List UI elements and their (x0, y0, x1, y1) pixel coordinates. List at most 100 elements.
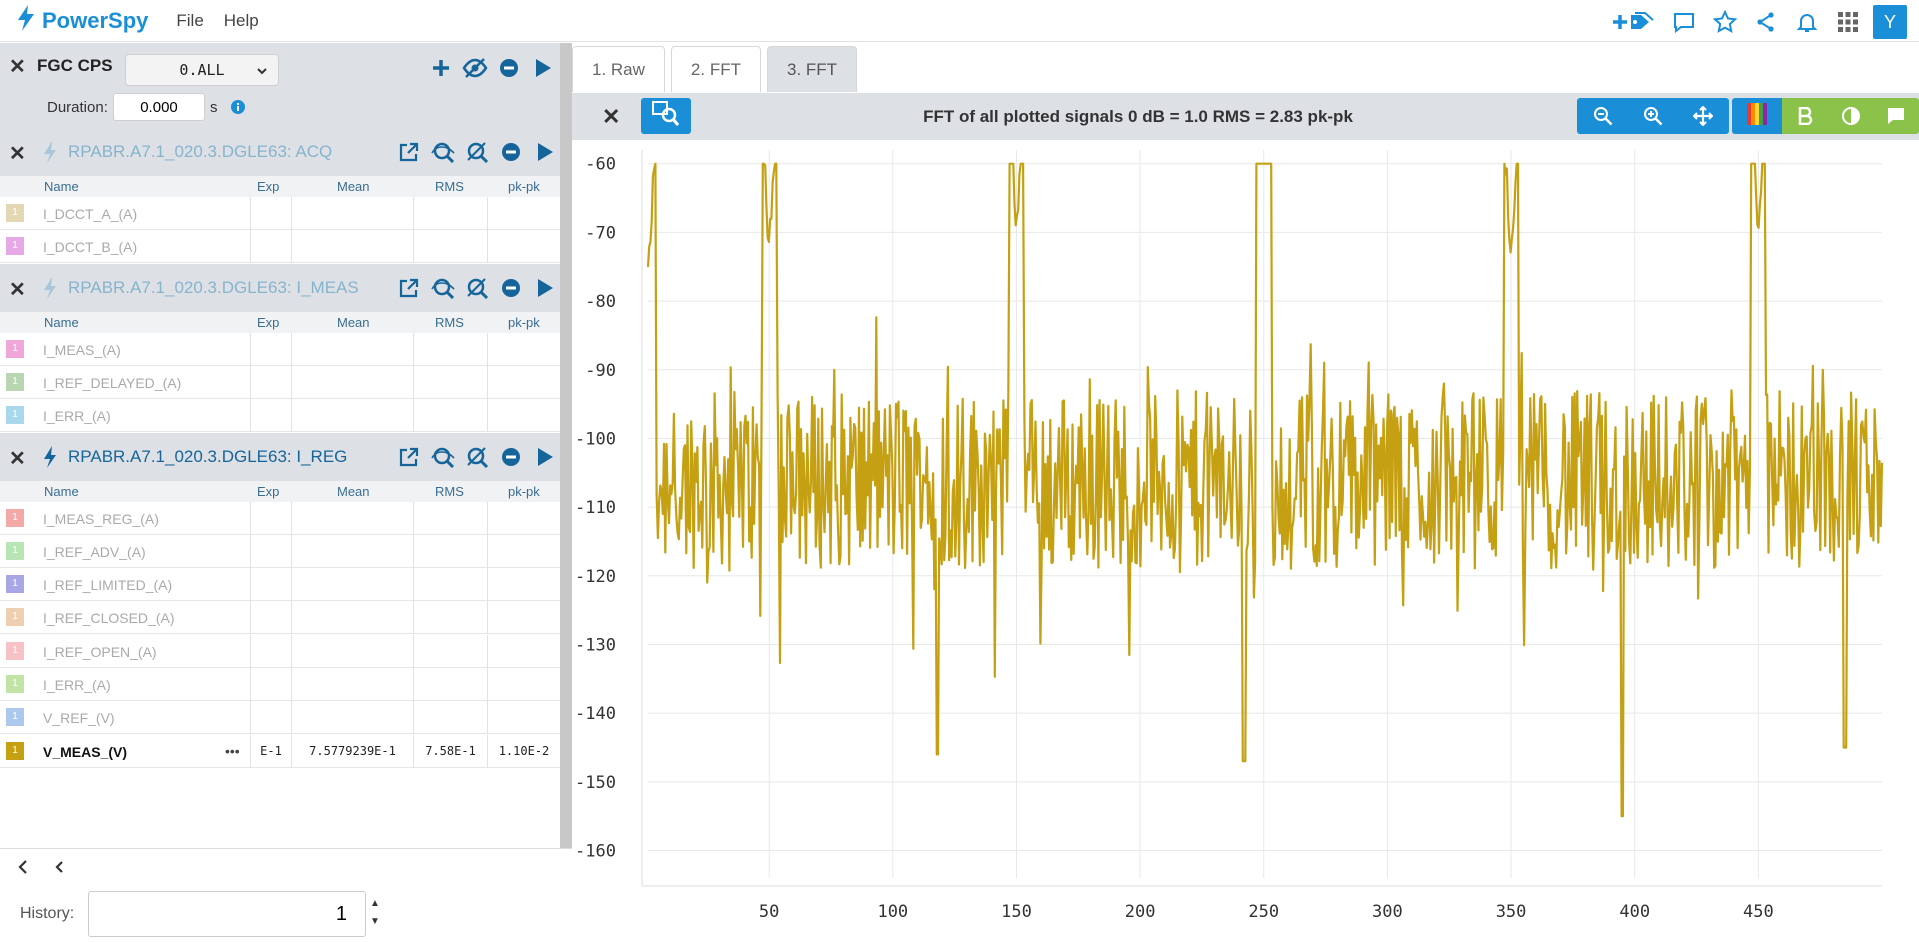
signal-color-swatch[interactable]: 1 (6, 708, 24, 727)
signal-color-swatch[interactable]: 1 (6, 641, 24, 660)
play-icon[interactable] (532, 275, 558, 301)
zoom-signal-icon[interactable] (430, 139, 456, 165)
zoom-signal-icon[interactable] (430, 275, 456, 301)
more-options-icon[interactable]: ••• (225, 742, 240, 759)
zoom-hide-icon[interactable] (464, 275, 490, 301)
double-chevron-left-icon[interactable] (16, 859, 32, 880)
signal-name[interactable]: I_MEAS_REG_(A) (43, 510, 159, 527)
play-icon[interactable] (532, 444, 558, 470)
signal-name[interactable]: V_REF_(V) (43, 710, 115, 727)
signal-name[interactable]: I_REF_CLOSED_(A) (43, 610, 175, 627)
tab-raw[interactable]: 1. Raw (572, 46, 665, 92)
signal-color-swatch[interactable]: 1 (6, 508, 24, 527)
signal-color-swatch[interactable]: 1 (6, 741, 24, 760)
signal-row[interactable]: 1 I_REF_OPEN_(A) (0, 634, 560, 668)
remove-icon[interactable] (498, 444, 524, 470)
pan-icon[interactable] (1678, 106, 1728, 126)
signal-color-swatch[interactable]: 1 (6, 237, 24, 256)
panel-scrollbar[interactable] (560, 43, 572, 848)
zoom-signal-icon[interactable] (430, 444, 456, 470)
signal-color-swatch[interactable]: 1 (6, 339, 24, 358)
signal-row[interactable]: 1 I_REF_LIMITED_(A) (0, 568, 560, 602)
play-icon[interactable] (532, 139, 558, 165)
add-icon[interactable] (428, 55, 454, 81)
hide-icon[interactable] (462, 55, 488, 81)
remove-icon[interactable] (496, 55, 522, 81)
signal-color-swatch[interactable]: 1 (6, 608, 24, 627)
add-tag-icon[interactable] (1612, 9, 1656, 35)
comment-icon[interactable] (1671, 9, 1697, 35)
signal-color-swatch[interactable]: 1 (6, 675, 24, 693)
close-group-button[interactable]: ✕ (9, 278, 26, 301)
play-icon[interactable] (530, 55, 556, 81)
signal-row[interactable]: 1 I_ERR_(A) (0, 668, 560, 701)
zoom-search-button[interactable] (641, 98, 691, 134)
zoom-hide-icon[interactable] (464, 444, 490, 470)
signal-name[interactable]: I_MEAS_(A) (43, 341, 121, 358)
close-fgc-button[interactable]: ✕ (9, 56, 26, 78)
device-title[interactable]: RPABR.A7.1_020.3.DGLE63: ACQ (68, 142, 333, 161)
history-input[interactable] (88, 891, 366, 937)
signal-name[interactable]: I_DCCT_B_(A) (43, 239, 138, 256)
signal-row[interactable]: 1 I_DCCT_B_(A) (0, 230, 560, 264)
signal-row[interactable]: 1 I_DCCT_A_(A) (0, 197, 560, 230)
fft-chart-area[interactable]: -60 -70 -80 -90 -100 -110 -120 -130 -140 -150 -160… (572, 140, 1919, 938)
signal-row[interactable]: 1 I_MEAS_REG_(A) (0, 501, 560, 535)
signal-color-swatch[interactable]: 1 (6, 541, 24, 560)
duration-input[interactable] (113, 93, 205, 121)
signal-name[interactable]: I_REF_DELAYED_(A) (43, 374, 182, 391)
signal-name[interactable]: I_REF_OPEN_(A) (43, 643, 157, 660)
star-icon[interactable] (1712, 9, 1738, 35)
bell-icon[interactable] (1794, 9, 1820, 35)
device-title[interactable]: RPABR.A7.1_020.3.DGLE63: I_MEAS (68, 277, 359, 297)
zoom-hide-icon[interactable] (464, 139, 490, 165)
signal-row[interactable]: 1 I_REF_ADV_(A) (0, 534, 560, 568)
chevron-left-icon[interactable] (52, 859, 68, 880)
signal-row[interactable]: 1 V_REF_(V) (0, 701, 560, 735)
tab-fft-3[interactable]: 3. FFT (766, 46, 858, 92)
signal-row[interactable]: 1 I_REF_CLOSED_(A) (0, 601, 560, 635)
user-avatar[interactable]: Y (1873, 5, 1907, 39)
message-icon[interactable] (1873, 107, 1919, 125)
menu-help[interactable]: Help (223, 10, 259, 30)
share-icon[interactable] (1753, 9, 1779, 35)
remove-icon[interactable] (498, 275, 524, 301)
close-plot-button[interactable]: ✕ (602, 104, 621, 129)
signal-name[interactable]: I_ERR_(A) (43, 408, 111, 425)
signal-name[interactable]: V_MEAS_(V) (43, 743, 128, 760)
open-external-icon[interactable] (396, 275, 422, 301)
signal-color-swatch[interactable]: 1 (6, 575, 24, 594)
close-group-button[interactable]: ✕ (9, 143, 26, 165)
signal-row[interactable]: 1 I_REF_DELAYED_(A) (0, 365, 560, 399)
signal-name[interactable]: I_REF_LIMITED_(A) (43, 577, 173, 594)
signal-color-swatch[interactable]: 1 (6, 406, 24, 425)
tab-fft-2[interactable]: 2. FFT (670, 46, 761, 92)
remove-icon[interactable] (498, 139, 524, 165)
col-pkpk: pk-pk (508, 314, 540, 330)
close-group-button[interactable]: ✕ (9, 447, 26, 470)
contrast-icon[interactable] (1828, 107, 1874, 125)
signal-name[interactable]: I_REF_ADV_(A) (43, 543, 146, 560)
zoom-out-icon[interactable] (1578, 106, 1628, 126)
open-external-icon[interactable] (396, 139, 422, 165)
apps-grid-icon[interactable] (1835, 9, 1861, 35)
signal-row[interactable]: 1 V_MEAS_(V) ••• E-1 7.5779239E-1 7.58E-… (0, 734, 560, 768)
app-name: PowerSpy (42, 7, 149, 33)
signal-color-swatch[interactable]: 1 (6, 372, 24, 391)
signal-row[interactable]: 1 I_MEAS_(A) (0, 332, 560, 366)
open-external-icon[interactable] (396, 444, 422, 470)
history-spinner[interactable]: ▲ ▼ (370, 898, 380, 927)
signal-color-swatch[interactable]: 1 (6, 204, 24, 222)
fft-chart[interactable]: -60 -70 -80 -90 -100 -110 -120 -130 -140 -150 -160… (572, 140, 1919, 938)
color-palette-button[interactable] (1732, 98, 1782, 134)
signal-row[interactable]: 1 I_ERR_(A) (0, 399, 560, 433)
signal-name[interactable]: I_ERR_(A) (43, 677, 111, 693)
info-icon[interactable] (230, 99, 246, 120)
app-logo[interactable]: PowerSpy (16, 4, 148, 37)
bold-icon[interactable] (1782, 107, 1828, 125)
signal-name[interactable]: I_DCCT_A_(A) (43, 206, 138, 222)
device-title[interactable]: RPABR.A7.1_020.3.DGLE63: I_REG (68, 446, 348, 466)
selector-dropdown[interactable]: 0.ALL (125, 54, 279, 86)
menu-file[interactable]: File (176, 10, 204, 30)
zoom-in-icon[interactable] (1628, 106, 1678, 126)
